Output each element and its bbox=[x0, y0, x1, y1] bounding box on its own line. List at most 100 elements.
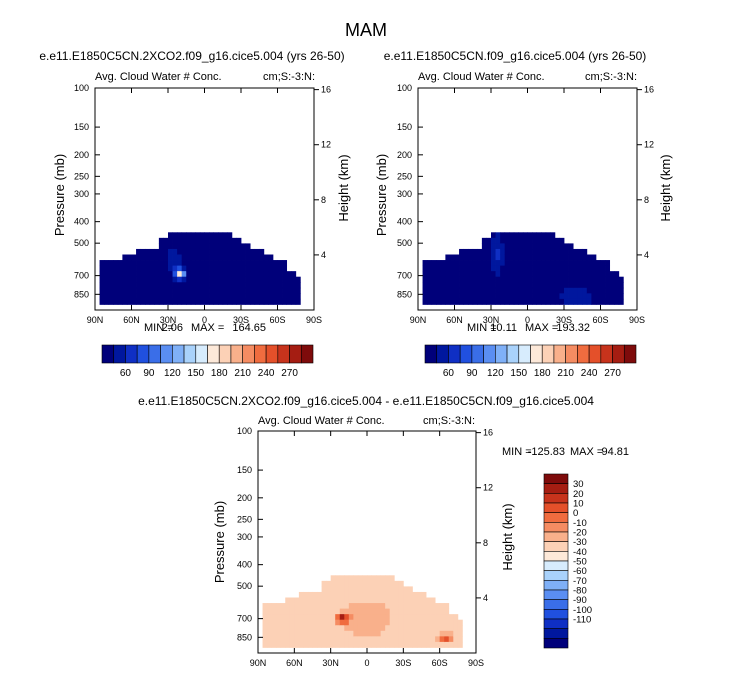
field-cell bbox=[435, 625, 441, 632]
field-cell bbox=[267, 619, 273, 626]
field-cell bbox=[527, 232, 533, 239]
panel-1-axes: 90N 60N 30N 0 30S 60S 90S100150200250300400500… bbox=[74, 83, 331, 325]
field-cell bbox=[321, 641, 327, 648]
field-cell bbox=[564, 276, 569, 283]
field-cell bbox=[268, 265, 274, 272]
field-cell bbox=[271, 630, 277, 637]
field-cell bbox=[289, 625, 295, 632]
field-cell bbox=[486, 248, 492, 255]
field-cell bbox=[591, 282, 597, 289]
colorbar-swatch bbox=[543, 541, 569, 552]
field-cell bbox=[321, 636, 327, 643]
field-cell bbox=[385, 608, 391, 615]
field-cell bbox=[254, 248, 260, 255]
field-cell bbox=[416, 630, 422, 637]
y-tick-label: 400 bbox=[237, 560, 252, 570]
field-cell bbox=[367, 603, 372, 609]
field-cell bbox=[586, 265, 592, 272]
field-cell bbox=[472, 287, 478, 294]
field-cell bbox=[468, 265, 474, 272]
field-cell bbox=[272, 276, 278, 283]
colorbar-label: 30 bbox=[573, 479, 584, 490]
field-cell bbox=[486, 276, 492, 283]
field-cell bbox=[190, 276, 196, 283]
field-cell bbox=[172, 232, 178, 239]
field-cell bbox=[241, 260, 246, 266]
field-cell bbox=[145, 298, 151, 305]
field-cell bbox=[440, 276, 446, 283]
field-cell bbox=[262, 630, 268, 637]
field-cell bbox=[158, 287, 164, 294]
field-cell bbox=[582, 271, 588, 278]
field-cell bbox=[582, 282, 588, 289]
field-cell bbox=[204, 271, 210, 278]
height-tick-label: 12 bbox=[483, 483, 493, 493]
field-cell bbox=[241, 254, 246, 261]
field-cell bbox=[504, 293, 510, 300]
field-cell bbox=[326, 619, 332, 626]
field-cell bbox=[376, 591, 382, 598]
field-cell bbox=[509, 287, 515, 294]
y-tick-label: 250 bbox=[74, 171, 89, 181]
field-cell bbox=[436, 293, 442, 300]
field-cell bbox=[195, 271, 201, 278]
field-cell bbox=[457, 641, 463, 648]
field-cell bbox=[495, 287, 501, 294]
colorbar-label: 240 bbox=[581, 368, 598, 379]
field-cell bbox=[190, 298, 196, 305]
field-cell bbox=[362, 586, 368, 593]
field-cell bbox=[330, 586, 336, 593]
field-cell bbox=[312, 641, 318, 648]
field-cell bbox=[426, 625, 431, 632]
field-cell bbox=[294, 636, 300, 643]
field-cell bbox=[422, 276, 428, 283]
field-cell bbox=[513, 260, 519, 266]
field-cell bbox=[416, 591, 422, 598]
field-cell bbox=[435, 641, 441, 648]
field-cell bbox=[163, 243, 169, 250]
field-cell bbox=[448, 614, 454, 621]
field-cell bbox=[500, 260, 506, 266]
x-tick-label: 30N bbox=[160, 315, 177, 325]
field-cell bbox=[154, 298, 160, 305]
field-cell bbox=[312, 603, 318, 609]
field-cell bbox=[339, 586, 345, 593]
field-cell bbox=[495, 265, 501, 272]
panel-difference: e.e11.E1850C5CN.2XCO2.f09_g16.cice5.004 … bbox=[138, 394, 629, 668]
colorbar-swatch bbox=[125, 344, 138, 364]
field-cell bbox=[545, 237, 551, 244]
panel-3-axes: 90N 60N 30N 0 30S 60S 90S100150200250300400500… bbox=[237, 426, 493, 668]
field-cell bbox=[186, 287, 192, 294]
field-cell bbox=[545, 271, 551, 278]
field-cell bbox=[286, 282, 292, 289]
field-cell bbox=[277, 276, 283, 283]
colorbar-swatch bbox=[254, 344, 267, 364]
field-cell bbox=[218, 254, 224, 261]
field-cell bbox=[298, 591, 304, 598]
field-cell bbox=[554, 276, 560, 283]
field-cell bbox=[222, 282, 228, 289]
field-cell bbox=[108, 282, 114, 289]
field-cell bbox=[99, 293, 105, 300]
field-cell bbox=[389, 630, 395, 637]
panel-2-axes: 90N 60N 30N 0 30S 60S 90S100150200250300400500… bbox=[397, 83, 654, 325]
field-cell bbox=[435, 619, 441, 626]
field-cell bbox=[491, 243, 496, 250]
x-tick-label: 0 bbox=[202, 315, 207, 325]
field-cell bbox=[595, 265, 601, 272]
field-cell bbox=[472, 282, 478, 289]
field-cell bbox=[577, 298, 583, 305]
field-cell bbox=[145, 248, 151, 255]
field-cell bbox=[444, 630, 450, 637]
field-cell bbox=[348, 630, 354, 637]
panel-2-max: 193.32 bbox=[556, 322, 590, 334]
field-cell bbox=[172, 237, 178, 244]
field-cell bbox=[500, 248, 506, 255]
field-cell bbox=[186, 298, 192, 305]
field-cell bbox=[326, 603, 332, 609]
field-cell bbox=[149, 298, 155, 305]
field-cell bbox=[554, 293, 560, 300]
field-cell bbox=[436, 298, 442, 305]
field-cell bbox=[457, 630, 463, 637]
field-cell bbox=[291, 276, 297, 283]
